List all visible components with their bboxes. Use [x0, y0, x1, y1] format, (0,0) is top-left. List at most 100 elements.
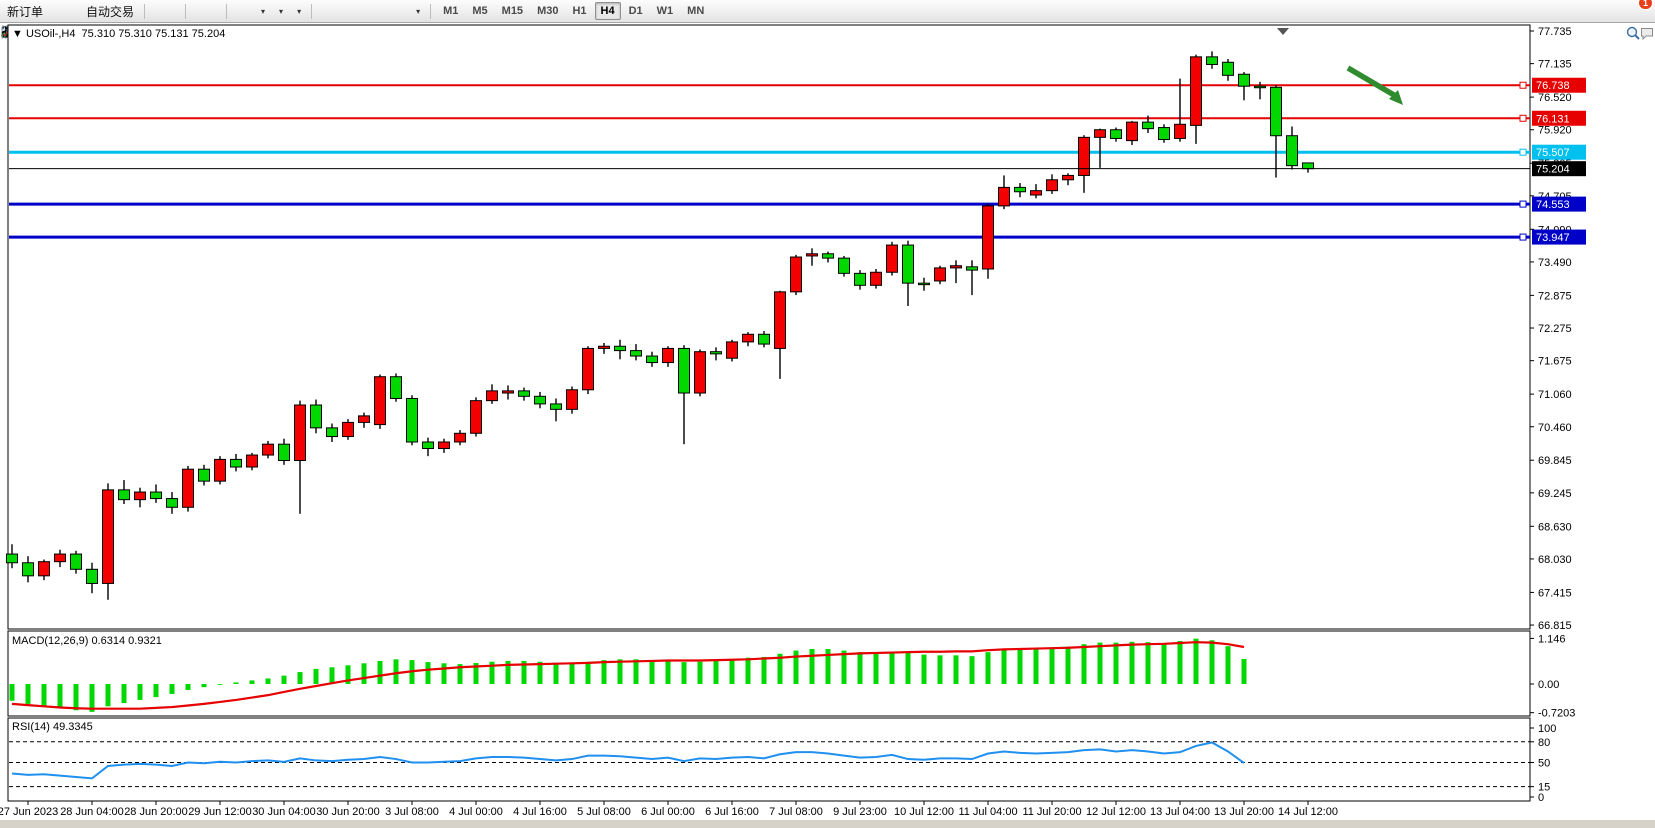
timeframe-button-d1[interactable]: D1: [628, 5, 643, 17]
price-line-label: [1532, 229, 1586, 245]
market-depth-icon-button[interactable]: [2, 0, 77, 36]
line-handle[interactable]: [1519, 233, 1527, 241]
tile-windows-icon-button[interactable]: [2, 0, 220, 38]
notifications-icon-button[interactable]: 1: [1637, 0, 1653, 41]
macd-series: 1.146 0.00 -0.7203: [9, 633, 1575, 720]
svg-text:75.204: 75.204: [1536, 164, 1570, 176]
symbol-search-icon-button[interactable]: [1624, 0, 1640, 40]
fibonacci-icon-button[interactable]: F: [2, 0, 386, 40]
svg-text:7 Jul 08:00: 7 Jul 08:00: [769, 806, 823, 818]
templates-icon-button[interactable]: ▾: [1, 0, 305, 38]
notification-badge: 1: [1637, 0, 1653, 10]
crosshair-icon-button[interactable]: [2, 0, 336, 38]
auto-scroll-icon-button[interactable]: [3, 0, 241, 37]
svg-text:6 Jul 00:00: 6 Jul 00:00: [641, 806, 695, 818]
candlestick-chart-icon-button[interactable]: [3, 0, 169, 38]
vertical-line-icon-button[interactable]: [7, 0, 346, 38]
timeframe-button-m30[interactable]: M30: [537, 5, 559, 17]
svg-text:80: 80: [1538, 737, 1550, 749]
timeframe-button-w1[interactable]: W1: [656, 5, 674, 17]
svg-text:73.947: 73.947: [1536, 232, 1570, 244]
timeframe-button-h4[interactable]: H4: [594, 2, 621, 20]
svg-text:11 Jul 20:00: 11 Jul 20:00: [1022, 806, 1081, 818]
svg-text:6 Jul 16:00: 6 Jul 16:00: [705, 806, 759, 818]
line-handle[interactable]: [1519, 148, 1527, 156]
svg-text:74.553: 74.553: [1536, 199, 1570, 211]
svg-text:5 Jul 08:00: 5 Jul 08:00: [577, 806, 631, 818]
toolbar-separator: [185, 3, 187, 19]
new-order-button-label: 新订单: [7, 4, 44, 19]
svg-text:76.738: 76.738: [1536, 80, 1570, 92]
zoom-in-icon-button[interactable]: [2, 0, 200, 39]
svg-text:75.507: 75.507: [1536, 147, 1570, 159]
zoom-out-icon-button[interactable]: [2, 0, 210, 39]
line-handle[interactable]: [1519, 114, 1527, 122]
periods-icon-button[interactable]: ▾: [2, 0, 287, 38]
current-price-label: [1532, 161, 1586, 177]
svg-text:12 Jul 12:00: 12 Jul 12:00: [1086, 806, 1146, 818]
svg-text:4 Jul 00:00: 4 Jul 00:00: [449, 806, 503, 818]
chart-shift-marker-icon[interactable]: [1277, 28, 1289, 35]
toolbar-separator: [226, 3, 228, 19]
chart-shift-icon-button[interactable]: [3, 0, 251, 37]
profiles-icon-button[interactable]: [2, 0, 67, 37]
toolbar-separator: [144, 3, 146, 19]
time-axis: 27 Jun 2023 28 Jun 04:00 28 Jun 20:00 29 Ju…: [0, 801, 1338, 818]
svg-text:69.845: 69.845: [1538, 455, 1572, 467]
text-icon-button[interactable]: A: [4, 0, 396, 40]
equidistant-channel-icon-button[interactable]: E: [1, 0, 376, 40]
rsi-series: 100 80 50 150: [9, 723, 1556, 804]
line-handle[interactable]: [1519, 81, 1527, 89]
svg-text:14 Jul 12:00: 14 Jul 12:00: [1278, 806, 1338, 818]
text-label-icon-button[interactable]: T: [1, 0, 406, 39]
svg-text:3 Jul 08:00: 3 Jul 08:00: [385, 806, 439, 818]
svg-text:77.135: 77.135: [1538, 59, 1572, 71]
price-line-label: [1532, 144, 1586, 160]
svg-text:15: 15: [1538, 782, 1550, 794]
rsi-panel[interactable]: [7, 717, 1531, 802]
line-chart-icon-button[interactable]: [1, 0, 179, 37]
indicators-icon-button[interactable]: ▾: [0, 0, 269, 38]
auto-trading-button[interactable]: 自动交易: [2, 0, 138, 38]
svg-text:66.815: 66.815: [1538, 620, 1572, 632]
macd-panel[interactable]: [7, 630, 1531, 717]
bottom-strip: [0, 820, 1655, 828]
svg-text:0.00: 0.00: [1538, 679, 1559, 691]
price-line-label: [1532, 77, 1586, 93]
svg-text:70.460: 70.460: [1538, 422, 1572, 434]
chevron-down-icon: ▾: [297, 6, 302, 16]
line-handle[interactable]: [1519, 200, 1527, 208]
svg-text:10 Jul 12:00: 10 Jul 12:00: [894, 806, 954, 818]
trend-arrow-annotation[interactable]: [1346, 65, 1403, 105]
timeframe-button-m15[interactable]: M15: [501, 5, 524, 17]
timeframe-button-mn[interactable]: MN: [687, 5, 705, 17]
arrows-icon-button[interactable]: ▾: [3, 0, 424, 37]
svg-text:9 Jul 23:00: 9 Jul 23:00: [833, 806, 887, 818]
macd-indicator-label: MACD(12,26,9) 0.6314 0.9321: [12, 635, 162, 647]
horizontal-line-icon-button[interactable]: [2, 0, 356, 33]
svg-text:1.146: 1.146: [1538, 633, 1566, 645]
price-line-label: [1532, 110, 1586, 126]
trendline-icon-button[interactable]: [2, 0, 366, 38]
toolbar-separator: [311, 3, 313, 19]
svg-text:76.520: 76.520: [1538, 92, 1572, 104]
svg-text:77.735: 77.735: [1538, 26, 1572, 38]
timeframe-button-m5[interactable]: M5: [472, 5, 488, 17]
chart-svg[interactable]: 77.73577.13576.52075.92075.30574.70574.0…: [0, 24, 1655, 828]
timeframe-button-m1[interactable]: M1: [443, 5, 459, 17]
svg-text:11 Jul 04:00: 11 Jul 04:00: [958, 806, 1017, 818]
timeframe-button-h1[interactable]: H1: [572, 5, 587, 17]
cursor-icon-button[interactable]: [5, 0, 326, 38]
svg-text:27 Jun 2023: 27 Jun 2023: [0, 806, 58, 818]
rsi-indicator-label: RSI(14) 49.3345: [12, 721, 93, 733]
bar-chart-icon-button[interactable]: [2, 0, 159, 37]
svg-text:100: 100: [1538, 723, 1556, 735]
svg-text:72.275: 72.275: [1538, 323, 1572, 335]
chevron-down-icon: ▾: [279, 6, 284, 16]
new-chart-icon-button[interactable]: [1, 0, 57, 39]
svg-text:4 Jul 16:00: 4 Jul 16:00: [513, 806, 567, 818]
new-order-button[interactable]: 新订单: [3, 0, 47, 22]
price-panel[interactable]: [7, 24, 1531, 630]
